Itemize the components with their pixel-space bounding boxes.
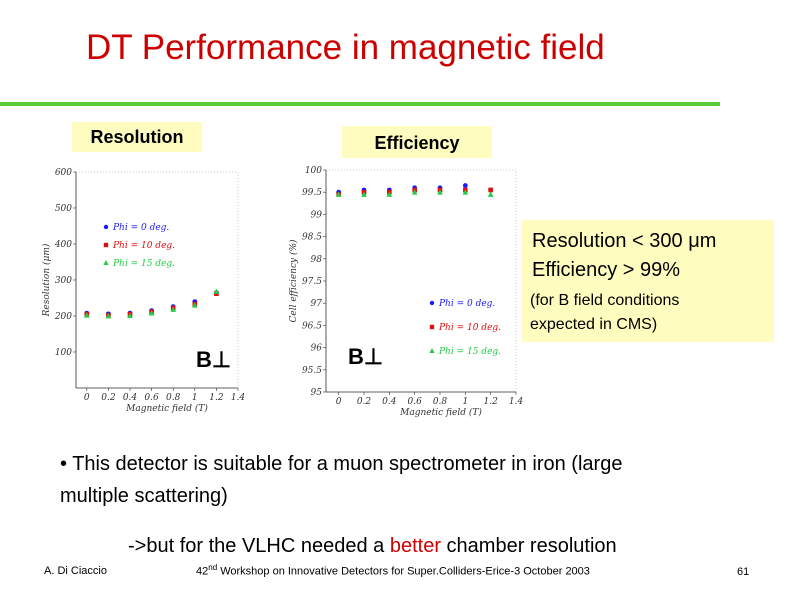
y-tick-label: 100 <box>305 166 322 176</box>
b-perp-label-left: B⊥ <box>196 347 232 372</box>
y-tick-label: 95.5 <box>302 366 322 376</box>
footer-page-number: 61 <box>737 566 750 578</box>
data-point <box>462 189 469 195</box>
y-tick-label: 97 <box>311 299 323 309</box>
x-tick-label: 1.4 <box>231 393 246 403</box>
summary-resolution: Resolution < 300 μm <box>532 230 717 252</box>
x-tick-label: 0.4 <box>123 393 138 403</box>
x-tick-label: 0.2 <box>357 397 372 407</box>
efficiency-label: Efficiency <box>374 133 460 153</box>
bullet-text-2: multiple scattering) <box>60 485 228 507</box>
legend-label: Phi = 15 deg. <box>112 259 175 269</box>
x-tick-label: 0.6 <box>408 397 423 407</box>
legend-label: Phi = 10 deg. <box>112 241 175 251</box>
footer-ordinal-suffix: nd <box>208 563 218 572</box>
y-tick-label: 100 <box>55 348 72 358</box>
y-tick-label: 96 <box>311 344 323 354</box>
y-tick-label: 300 <box>55 276 72 286</box>
summary-note-1: (for B field conditions <box>530 292 680 309</box>
y-tick-label: 98 <box>311 255 323 265</box>
data-point <box>127 312 133 319</box>
x-tick-label: 1.4 <box>509 397 524 407</box>
vlhc-line: ->but for the VLHC needed a better chamb… <box>128 530 617 562</box>
vlhc-text-before: ->but for the VLHC needed a <box>128 535 390 557</box>
legend-label: Phi = 0 deg. <box>438 299 495 309</box>
legend-label: Phi = 10 deg. <box>438 323 501 333</box>
y-tick-label: 99.5 <box>302 188 322 198</box>
legend-marker <box>429 300 435 306</box>
x-tick-label: 1.2 <box>209 393 224 403</box>
footer-ordinal-number: 42 <box>196 565 209 578</box>
resolution-chart: 0 0.2 0.4 0.6 0.8 1 1.2 1.4 100 200 300 400 500 600 Ma… <box>41 168 246 414</box>
x-tick-label: 0 <box>336 397 342 407</box>
footer-workshop-text: Workshop on Innovative Detectors for Sup… <box>217 565 590 578</box>
data-point <box>148 310 155 316</box>
summary-efficiency: Efficiency > 99% <box>532 259 681 281</box>
legend-label: Phi = 0 deg. <box>112 223 169 233</box>
x-tick-label: 0.8 <box>166 393 181 403</box>
data-point <box>105 313 112 319</box>
y-tick-label: 96.5 <box>302 321 322 331</box>
data-point <box>462 183 468 188</box>
x-tick-label: 0.2 <box>101 393 116 403</box>
data-point <box>335 191 342 197</box>
summary-note-2: expected in CMS) <box>530 316 658 333</box>
summary-box: Resolution < 300 μm Efficiency > 99% (fo… <box>522 220 774 342</box>
x-tick-label: 0.6 <box>144 393 159 403</box>
x-tick-label: 0.8 <box>433 397 448 407</box>
footer-workshop: 42nd Workshop on Innovative Detectors fo… <box>196 563 590 578</box>
y-tick-label: 95 <box>311 388 323 398</box>
y-tick-label: 600 <box>55 168 72 178</box>
y-tick-label: 99 <box>311 210 323 220</box>
y-tick-label: 200 <box>54 312 72 322</box>
legend-marker <box>103 224 109 230</box>
footer-author: A. Di Ciaccio <box>44 565 107 577</box>
x-tick-label: 1 <box>462 397 468 407</box>
vlhc-text-after: chamber resolution <box>441 535 617 557</box>
x-axis-label: Magnetic field (T) <box>125 403 208 414</box>
x-tick-label: 1.2 <box>484 397 499 407</box>
y-axis-label: Resolution (μm) <box>41 243 52 317</box>
legend-label: Phi = 15 deg. <box>438 347 501 357</box>
data-point <box>487 191 494 197</box>
x-axis-label: Magnetic field (T) <box>399 407 482 418</box>
data-point <box>170 306 176 312</box>
data-point <box>192 302 198 308</box>
y-axis-label: Cell efficiency (%) <box>288 239 299 323</box>
y-tick-label: 500 <box>55 204 72 214</box>
data-point <box>361 191 367 197</box>
legend-marker <box>429 348 435 353</box>
efficiency-label-box: Efficiency <box>342 126 492 158</box>
x-tick-label: 1 <box>192 393 198 403</box>
data-point <box>411 189 418 195</box>
bullet-text-1: • This detector is suitable for a muon s… <box>60 453 623 475</box>
y-tick-label: 400 <box>54 240 72 250</box>
legend-marker <box>429 324 435 330</box>
b-perp-label-right: B⊥ <box>348 344 384 369</box>
data-point <box>386 191 393 197</box>
data-point <box>488 187 493 193</box>
x-tick-label: 0.4 <box>382 397 397 407</box>
x-tick-label: 0 <box>84 393 90 403</box>
data-point <box>437 189 443 195</box>
slide-title: DT Performance in magnetic field <box>86 28 605 67</box>
title-underline <box>0 102 720 106</box>
legend-marker <box>103 242 109 248</box>
y-tick-label: 98.5 <box>302 233 322 243</box>
resolution-label: Resolution <box>90 127 184 147</box>
data-point <box>213 288 220 294</box>
vlhc-better: better <box>389 535 441 557</box>
efficiency-chart: 0 0.2 0.4 0.6 0.8 1 1.2 1.4 95 95.5 96 96.5 97 97.5 98… <box>288 166 524 418</box>
y-tick-label: 97.5 <box>302 277 322 287</box>
data-point <box>84 312 90 318</box>
legend-marker <box>103 260 109 265</box>
resolution-label-box: Resolution <box>72 122 202 152</box>
